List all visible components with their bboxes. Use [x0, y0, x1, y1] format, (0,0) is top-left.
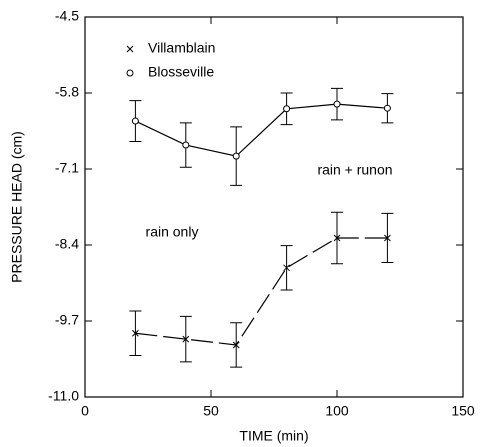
y-tick-label: -11.0: [48, 388, 79, 404]
marker: [384, 234, 391, 242]
legend-marker: [126, 69, 134, 77]
series-line: [135, 237, 388, 346]
x-axis-label: TIME (min): [239, 428, 308, 444]
x-tick-label: 150: [451, 403, 475, 419]
y-tick-label: -7.1: [55, 160, 79, 176]
marker: [132, 329, 139, 337]
marker: [182, 141, 190, 149]
marker: [232, 341, 240, 349]
x-tick-label: 50: [203, 403, 219, 419]
marker: [283, 105, 291, 113]
y-axis-label: PRESSURE HEAD (cm): [9, 131, 25, 283]
annotation: rain only: [146, 224, 199, 240]
y-tick-label: -4.5: [55, 8, 79, 24]
marker: [131, 117, 139, 125]
x-tick-label: 0: [81, 403, 89, 419]
marker: [232, 152, 240, 160]
marker: [333, 234, 341, 242]
legend-marker: [126, 45, 134, 53]
legend-label: Blosseville: [148, 64, 214, 80]
series-line: [135, 103, 388, 157]
legend-label: Villamblain: [148, 40, 215, 56]
plot-frame: [84, 16, 464, 398]
marker: [333, 100, 341, 108]
marker: [283, 264, 290, 272]
marker: [182, 335, 190, 343]
marker: [383, 104, 391, 112]
y-tick-label: -8.4: [55, 236, 79, 252]
annotation: rain + runon: [317, 162, 392, 178]
y-tick-label: -9.7: [55, 312, 79, 328]
y-tick-label: -5.8: [55, 84, 79, 100]
x-tick-label: 100: [325, 403, 349, 419]
